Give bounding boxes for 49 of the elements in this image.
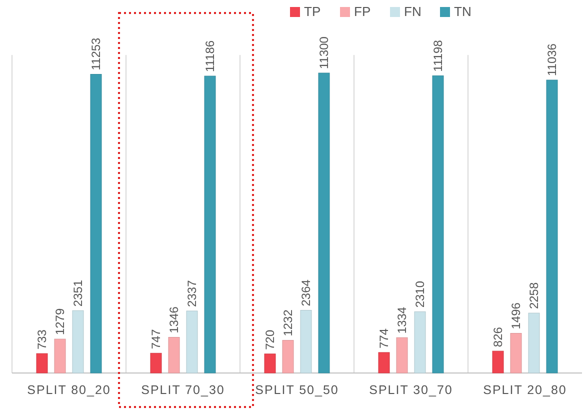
legend-label: TN <box>454 4 472 19</box>
bar <box>528 312 540 374</box>
bar <box>150 352 162 374</box>
bar <box>510 333 522 374</box>
legend-label: FN <box>404 4 422 19</box>
data-label: 2364 <box>299 279 313 306</box>
bar <box>264 354 276 374</box>
data-label: 2351 <box>71 280 85 307</box>
data-label: 774 <box>377 328 391 348</box>
x-tick-label: SPLIT 50_50 <box>255 383 339 397</box>
data-label: 11036 <box>545 43 559 76</box>
x-tick-label: SPLIT 80_20 <box>27 383 111 397</box>
x-tick-label: SPLIT 20_80 <box>483 383 567 397</box>
data-label: 11253 <box>89 37 103 70</box>
data-label: 1232 <box>281 309 295 336</box>
bar <box>90 74 102 374</box>
data-label: 2310 <box>413 280 427 308</box>
bar <box>492 350 504 374</box>
bar <box>546 80 558 374</box>
bar <box>300 310 312 374</box>
data-label: 1346 <box>167 306 181 334</box>
data-label: 720 <box>263 330 277 350</box>
bar <box>204 76 216 374</box>
bar <box>186 310 198 374</box>
bar <box>318 72 330 374</box>
legend-label: TP <box>304 4 321 19</box>
data-label: 1279 <box>53 308 67 336</box>
bar <box>54 338 66 374</box>
data-label: 1334 <box>395 306 409 334</box>
bar <box>396 337 408 374</box>
bar <box>414 311 426 374</box>
data-label: 2258 <box>527 282 541 310</box>
data-label: 747 <box>149 328 163 350</box>
bar <box>72 310 84 374</box>
bar <box>378 352 390 374</box>
legend-label: FP <box>354 4 371 19</box>
bar <box>36 353 48 374</box>
data-label: 826 <box>491 326 505 348</box>
data-label: 11300 <box>317 36 331 69</box>
x-tick-label: SPLIT 70_30 <box>141 383 225 397</box>
bar <box>282 340 294 374</box>
data-label: 1496 <box>509 302 523 330</box>
x-tick-label: SPLIT 30_70 <box>369 383 453 397</box>
data-label: 733 <box>35 329 49 350</box>
bar <box>432 75 444 374</box>
data-label: 2337 <box>185 280 199 307</box>
bar <box>168 337 180 374</box>
data-label: 11186 <box>203 40 217 72</box>
data-label: 11198 <box>431 40 445 72</box>
